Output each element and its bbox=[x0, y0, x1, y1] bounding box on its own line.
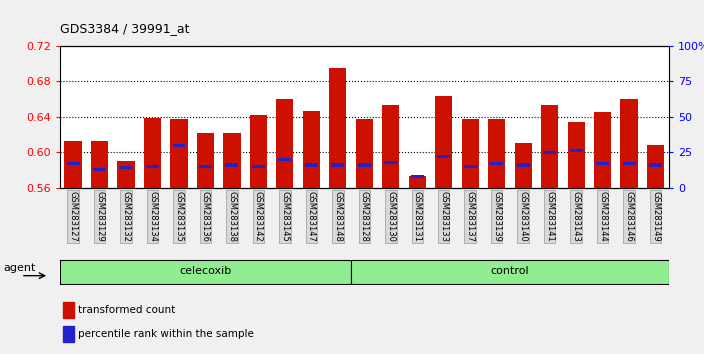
Bar bbox=[351, 260, 669, 284]
Bar bbox=[541, 105, 558, 188]
Text: GSM283129: GSM283129 bbox=[95, 191, 104, 242]
Bar bbox=[65, 141, 82, 188]
Bar bbox=[384, 161, 397, 164]
Bar bbox=[225, 164, 239, 166]
Text: GSM283132: GSM283132 bbox=[122, 191, 130, 242]
Text: GSM283131: GSM283131 bbox=[413, 191, 422, 242]
Bar bbox=[276, 99, 294, 188]
Bar bbox=[435, 96, 453, 188]
Text: GSM283138: GSM283138 bbox=[227, 191, 237, 242]
Bar bbox=[250, 115, 267, 188]
Bar bbox=[223, 133, 241, 188]
Bar bbox=[279, 158, 291, 161]
Bar bbox=[303, 110, 320, 188]
Text: GSM283139: GSM283139 bbox=[492, 191, 501, 242]
Bar bbox=[356, 119, 373, 188]
Bar bbox=[118, 161, 134, 188]
Text: GSM283146: GSM283146 bbox=[624, 191, 634, 242]
Bar bbox=[567, 122, 585, 188]
Text: celecoxib: celecoxib bbox=[180, 266, 232, 276]
Bar bbox=[199, 165, 212, 168]
Bar bbox=[305, 164, 318, 166]
Text: GSM283133: GSM283133 bbox=[439, 191, 448, 242]
Text: GDS3384 / 39991_at: GDS3384 / 39991_at bbox=[60, 22, 189, 35]
Bar bbox=[146, 165, 159, 168]
Bar bbox=[596, 162, 609, 165]
Text: GSM283147: GSM283147 bbox=[307, 191, 316, 242]
Bar bbox=[622, 162, 636, 165]
Text: GSM283142: GSM283142 bbox=[254, 191, 263, 242]
Bar bbox=[647, 145, 664, 188]
Bar bbox=[620, 99, 638, 188]
Text: GSM283130: GSM283130 bbox=[386, 191, 396, 242]
Bar bbox=[63, 302, 74, 318]
Text: GSM283137: GSM283137 bbox=[466, 191, 474, 242]
Bar bbox=[172, 144, 185, 147]
Bar bbox=[144, 118, 161, 188]
Bar bbox=[252, 165, 265, 168]
Bar bbox=[462, 119, 479, 188]
Text: agent: agent bbox=[3, 263, 35, 273]
Text: GSM283141: GSM283141 bbox=[545, 191, 554, 242]
Bar bbox=[60, 260, 351, 284]
Text: GSM283140: GSM283140 bbox=[519, 191, 528, 242]
Bar bbox=[120, 166, 132, 169]
Bar bbox=[408, 176, 426, 188]
Bar bbox=[488, 120, 505, 188]
Bar bbox=[570, 149, 583, 152]
Bar bbox=[490, 162, 503, 165]
Text: transformed count: transformed count bbox=[78, 305, 175, 315]
Bar bbox=[411, 175, 424, 178]
Text: GSM283148: GSM283148 bbox=[333, 191, 342, 242]
Bar bbox=[382, 105, 399, 188]
Text: GSM283144: GSM283144 bbox=[598, 191, 607, 242]
Bar bbox=[515, 143, 532, 188]
Bar bbox=[358, 164, 371, 166]
Text: GSM283136: GSM283136 bbox=[201, 191, 210, 242]
Text: GSM283145: GSM283145 bbox=[280, 191, 289, 242]
Text: GSM283135: GSM283135 bbox=[175, 191, 184, 242]
Bar bbox=[91, 141, 108, 188]
Text: GSM283143: GSM283143 bbox=[572, 191, 581, 242]
Text: GSM283149: GSM283149 bbox=[651, 191, 660, 242]
Text: GSM283134: GSM283134 bbox=[148, 191, 157, 242]
Text: GSM283128: GSM283128 bbox=[360, 191, 369, 242]
Bar bbox=[543, 151, 556, 154]
Text: GSM283127: GSM283127 bbox=[68, 191, 77, 242]
Text: percentile rank within the sample: percentile rank within the sample bbox=[78, 329, 254, 339]
Bar bbox=[332, 164, 344, 166]
Bar bbox=[67, 162, 80, 165]
Bar bbox=[594, 113, 611, 188]
Bar bbox=[437, 155, 450, 158]
Bar bbox=[464, 165, 477, 168]
Bar bbox=[63, 326, 74, 342]
Bar bbox=[170, 119, 187, 188]
Bar bbox=[517, 164, 529, 166]
Bar bbox=[329, 68, 346, 188]
Bar bbox=[649, 164, 662, 166]
Bar bbox=[93, 168, 106, 171]
Text: control: control bbox=[491, 266, 529, 276]
Bar bbox=[197, 133, 214, 188]
